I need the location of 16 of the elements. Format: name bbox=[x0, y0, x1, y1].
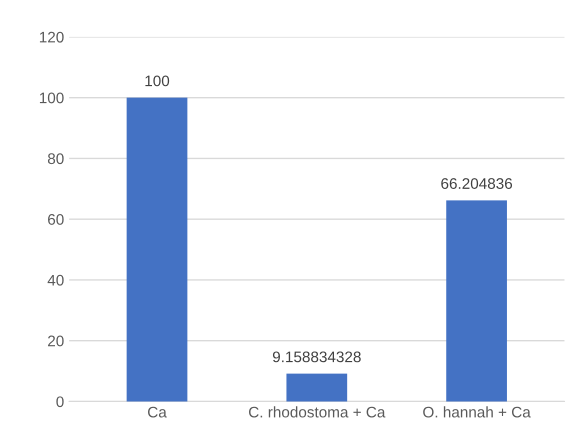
y-tick-label: 120 bbox=[40, 32, 64, 43]
x-tick-label: O. hannah + Ca bbox=[423, 406, 531, 418]
data-label: 100 bbox=[145, 75, 170, 86]
y-tick-label: 60 bbox=[48, 214, 64, 225]
y-tick-label: 20 bbox=[48, 336, 64, 346]
y-tick-label: 100 bbox=[40, 92, 64, 104]
bar bbox=[446, 200, 507, 402]
bar bbox=[286, 374, 348, 402]
bar bbox=[126, 98, 188, 402]
y-tick-label: 40 bbox=[48, 274, 64, 286]
x-tick-label: C. rhodostoma + Ca bbox=[249, 406, 386, 418]
y-tick-label: 80 bbox=[48, 153, 64, 164]
y-tick-label: 0 bbox=[56, 396, 64, 408]
data-label: 66.204836 bbox=[441, 178, 512, 189]
x-tick-label: Ca bbox=[148, 406, 167, 418]
data-label: 9.158834328 bbox=[272, 351, 361, 362]
